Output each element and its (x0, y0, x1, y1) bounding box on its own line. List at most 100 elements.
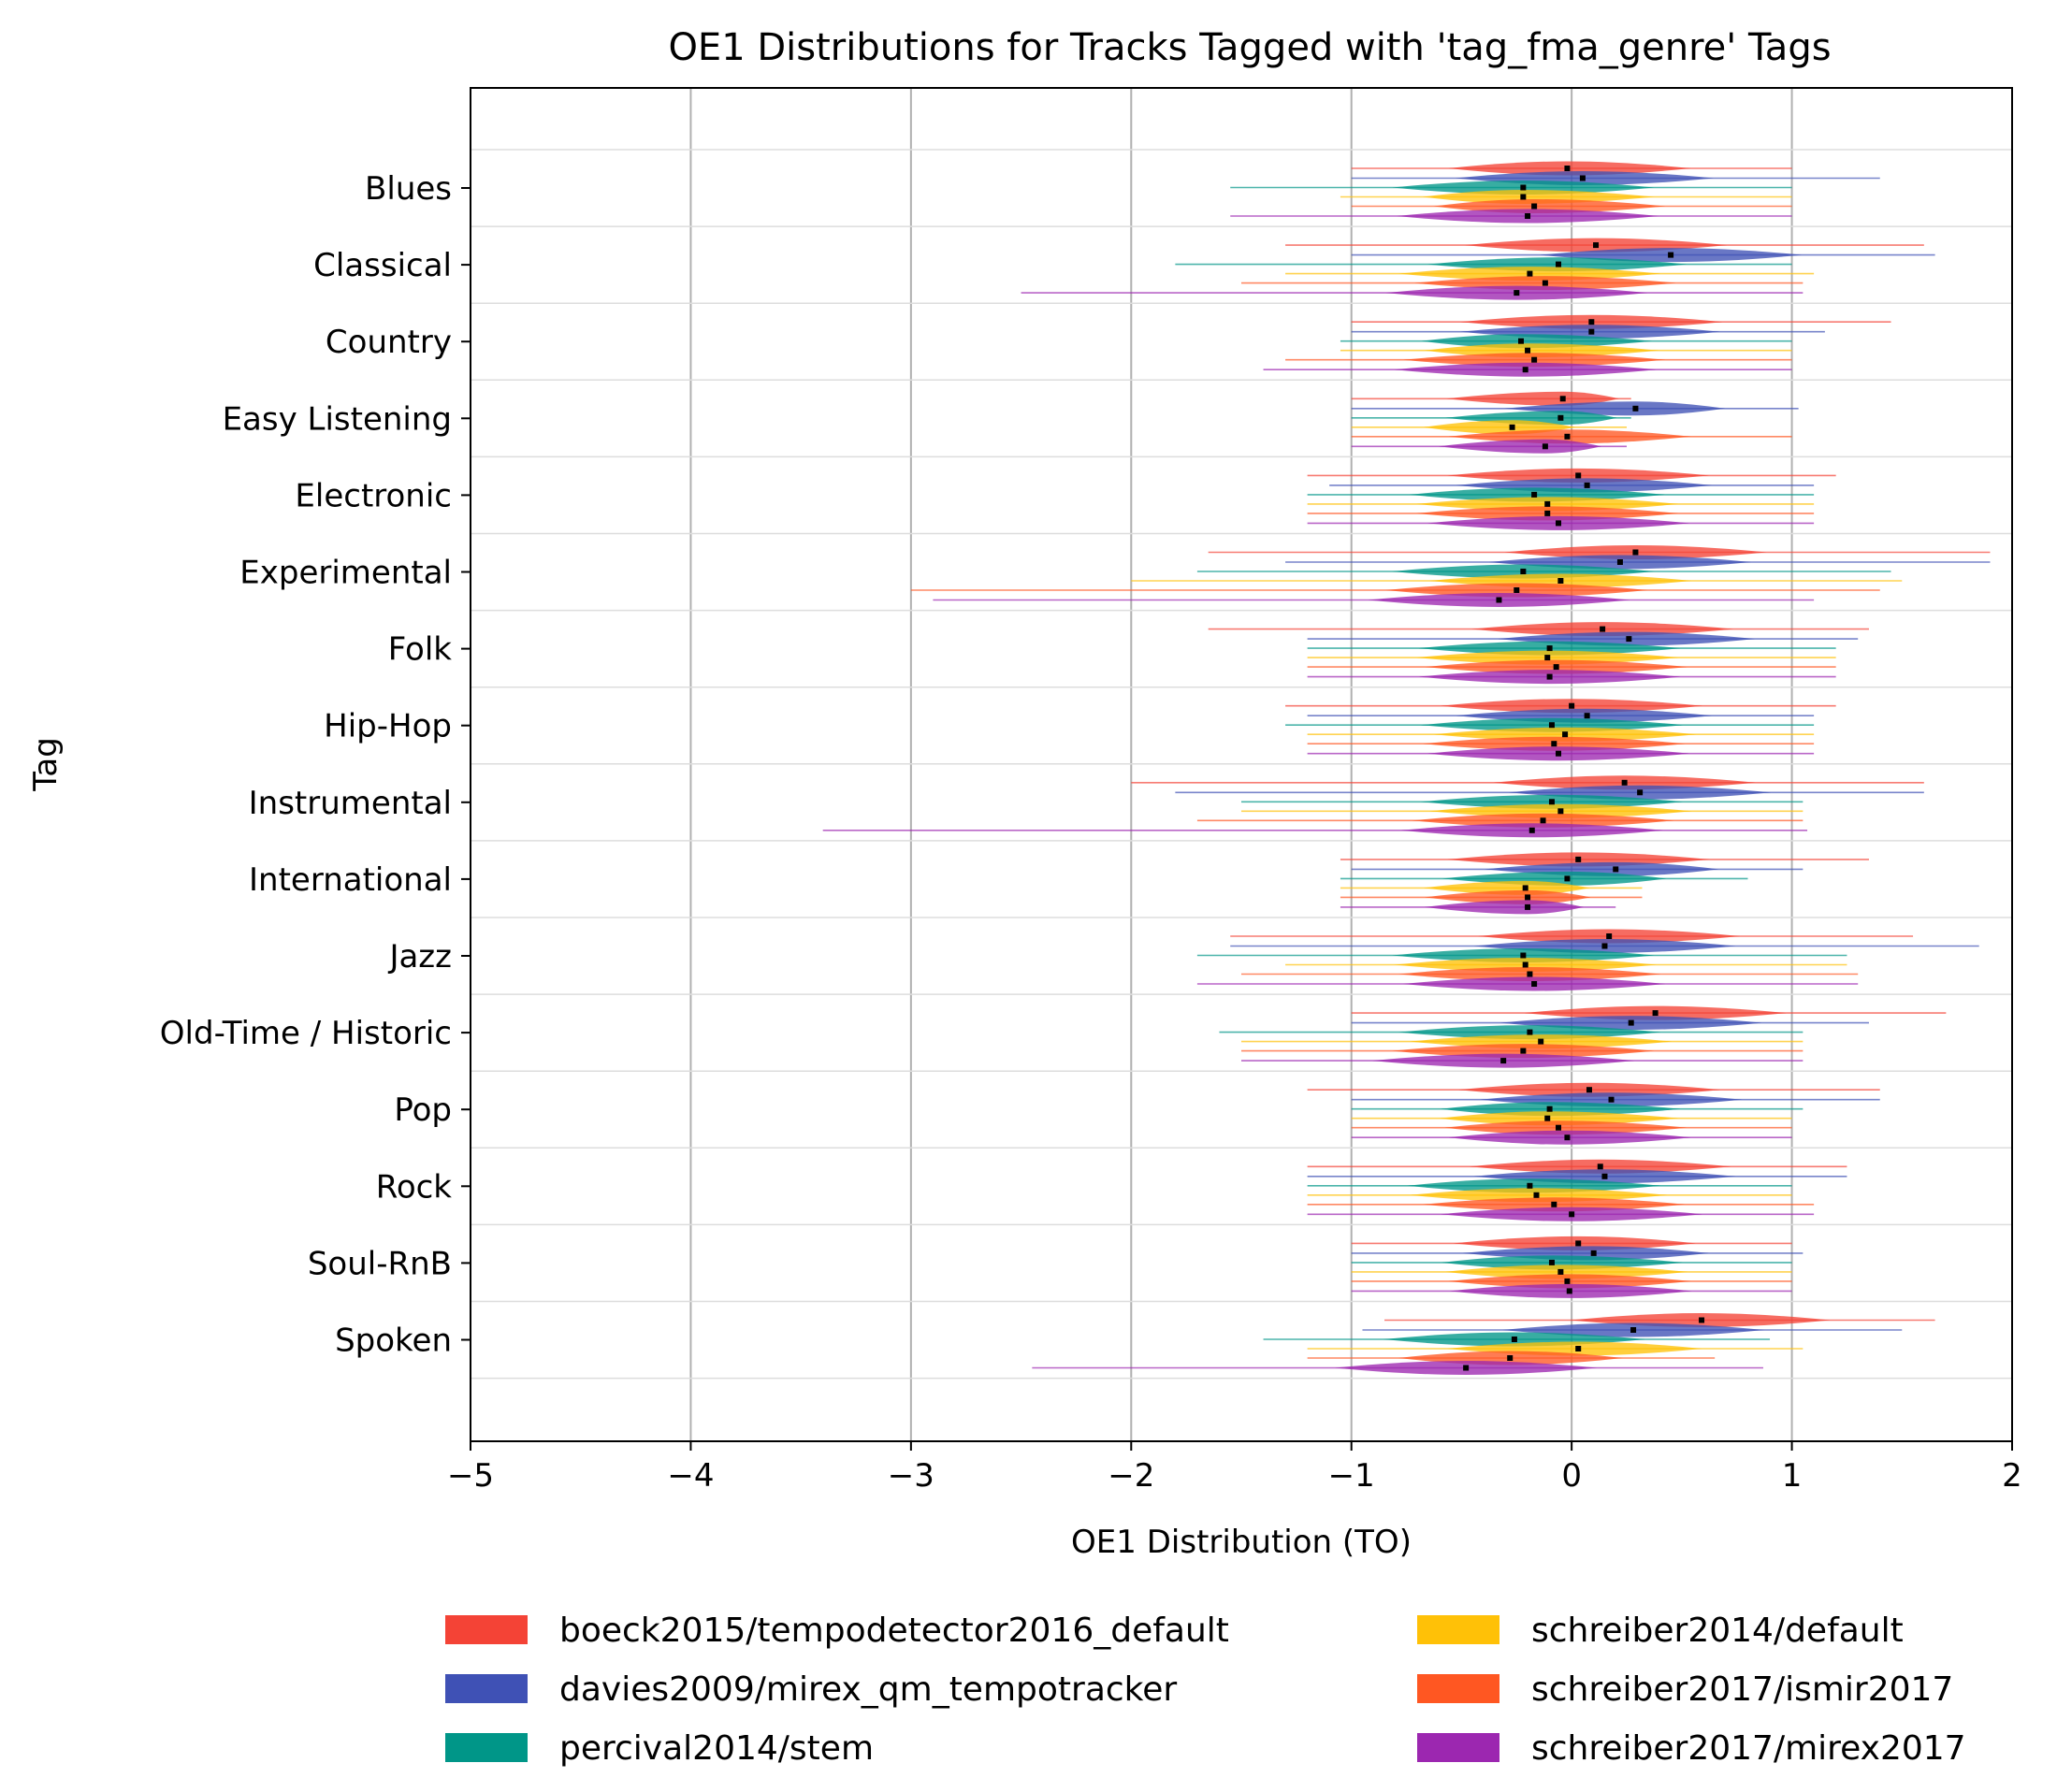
median-marker (1564, 875, 1571, 882)
violin-body (1407, 1178, 1661, 1193)
violin-body (1441, 1102, 1681, 1117)
violin-body (1444, 1120, 1688, 1135)
median-marker (1557, 808, 1564, 815)
median-marker (1520, 952, 1527, 959)
median-marker (1699, 1317, 1705, 1323)
legend-label: percival2014/stem (559, 1729, 874, 1768)
legend-label: schreiber2017/ismir2017 (1531, 1670, 1953, 1709)
y-axis-label: Tag (27, 737, 65, 792)
y-tick-label: Easy Listening (223, 400, 452, 438)
x-tick-label: −1 (1328, 1457, 1375, 1495)
median-marker (1566, 1288, 1572, 1294)
median-marker (1548, 799, 1555, 805)
y-tick-label: Electronic (295, 477, 452, 514)
legend: boeck2015/tempodetector2016_defaultdavie… (445, 1611, 1966, 1768)
median-marker (1520, 184, 1527, 191)
x-tick-label: −3 (888, 1457, 934, 1495)
median-marker (1548, 722, 1555, 729)
legend-swatch (445, 1733, 528, 1762)
median-marker (1586, 1087, 1592, 1093)
legend-swatch (445, 1674, 528, 1703)
x-tick-label: 1 (1782, 1457, 1803, 1495)
y-tick-label: Country (326, 324, 452, 361)
median-marker (1527, 971, 1533, 977)
median-marker (1637, 789, 1644, 796)
x-tick-label: 0 (1561, 1457, 1582, 1495)
median-marker (1544, 1115, 1551, 1121)
x-tick-label: 2 (2002, 1457, 2022, 1495)
median-marker (1584, 713, 1590, 719)
median-marker (1628, 1019, 1634, 1026)
median-marker (1632, 405, 1639, 412)
median-marker (1542, 443, 1548, 450)
x-tick-label: −5 (447, 1457, 494, 1495)
median-marker (1601, 943, 1608, 949)
median-marker (1626, 636, 1632, 643)
median-marker (1621, 779, 1628, 786)
median-marker (1525, 213, 1531, 219)
median-marker (1569, 702, 1575, 709)
median-marker (1511, 1337, 1517, 1342)
median-marker (1590, 1250, 1597, 1256)
median-marker (1613, 866, 1619, 873)
median-marker (1551, 741, 1557, 747)
median-marker (1507, 1355, 1514, 1361)
violin-body (1421, 334, 1652, 349)
violin-body (1453, 1236, 1696, 1250)
y-tick-label: Rock (376, 1168, 453, 1206)
median-marker (1553, 664, 1559, 671)
median-marker (1557, 578, 1564, 584)
median-marker (1630, 1327, 1637, 1333)
median-marker (1608, 1096, 1615, 1103)
median-marker (1562, 731, 1569, 738)
violin-body (1438, 439, 1601, 454)
median-marker (1556, 520, 1562, 527)
legend-swatch (1417, 1674, 1499, 1703)
plot-medians (1463, 166, 1705, 1371)
median-marker (1632, 549, 1639, 556)
median-marker (1551, 1201, 1557, 1207)
median-marker (1522, 961, 1528, 968)
median-marker (1514, 290, 1520, 296)
median-marker (1500, 1058, 1507, 1064)
median-marker (1514, 587, 1520, 593)
median-marker (1584, 482, 1590, 488)
median-marker (1544, 655, 1551, 661)
median-marker (1544, 510, 1551, 516)
median-marker (1564, 433, 1571, 440)
y-tick-label: Folk (388, 631, 453, 669)
y-tick-label: Soul-RnB (308, 1245, 452, 1282)
median-marker (1546, 673, 1553, 680)
median-marker (1616, 559, 1623, 565)
violin-body (1424, 889, 1591, 904)
y-tick-label: Hip-Hop (324, 708, 452, 745)
plot-frame (470, 87, 2013, 1442)
median-marker (1575, 1240, 1582, 1247)
median-marker (1652, 1010, 1659, 1017)
median-marker (1579, 175, 1586, 181)
median-marker (1556, 261, 1562, 267)
legend-swatch (1417, 1733, 1499, 1762)
y-tick-label: Spoken (335, 1322, 452, 1360)
median-marker (1588, 328, 1595, 335)
median-marker (1531, 491, 1538, 498)
legend-label: boeck2015/tempodetector2016_default (559, 1611, 1229, 1650)
median-marker (1533, 1192, 1540, 1198)
violin-body (1424, 900, 1585, 915)
median-marker (1531, 203, 1538, 210)
x-tick-label: −4 (667, 1457, 714, 1495)
median-marker (1564, 1134, 1571, 1141)
y-tick-label: Jazz (387, 938, 452, 975)
median-marker (1520, 569, 1527, 574)
y-tick-label: Instrumental (249, 785, 452, 822)
median-marker (1528, 827, 1535, 833)
median-marker (1606, 933, 1613, 939)
x-axis-label: OE1 Distribution (TO) (1071, 1524, 1412, 1561)
median-marker (1463, 1365, 1470, 1371)
legend-swatch (1417, 1615, 1499, 1644)
median-marker (1557, 414, 1564, 421)
median-marker (1575, 472, 1582, 479)
violin-body (1445, 1265, 1688, 1279)
median-marker (1588, 319, 1595, 325)
